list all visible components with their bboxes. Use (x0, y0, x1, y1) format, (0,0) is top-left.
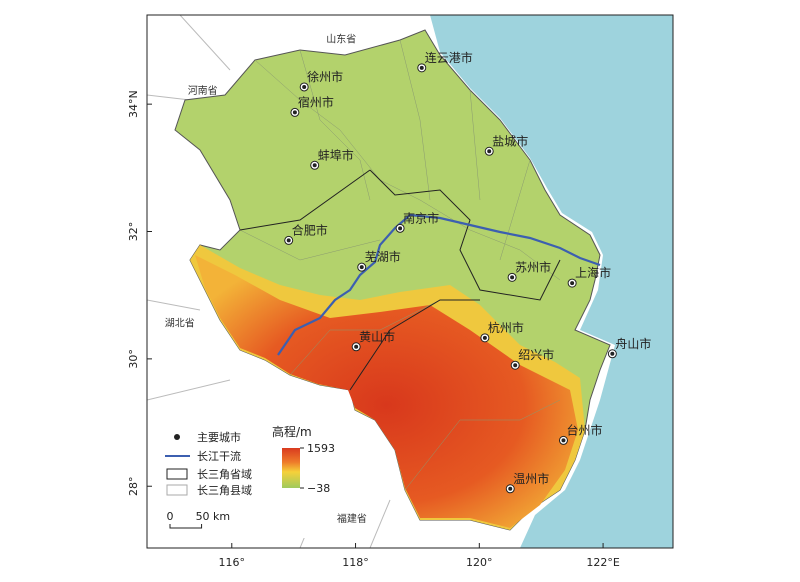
city-marker-dot (292, 110, 297, 115)
x-tick-label: 116° (219, 556, 246, 569)
city-marker-dot (510, 275, 515, 280)
city-label: 舟山市 (615, 336, 651, 351)
y-tick-label: 30° (127, 349, 140, 369)
province-borders (239, 169, 561, 391)
map-body (147, 15, 673, 548)
province-label: 山东省 (326, 32, 356, 45)
city-marker-dot (570, 281, 575, 286)
city-label: 绍兴市 (518, 347, 554, 362)
city-marker-dot (610, 351, 615, 356)
city-marker-dot (419, 65, 424, 70)
city-marker-dot (482, 335, 487, 340)
city-label: 南京市 (403, 210, 439, 225)
scale-label: 0 (167, 510, 174, 523)
legend-label: 长三角县域 (197, 484, 252, 497)
city-label: 蚌埠市 (318, 147, 354, 162)
scale-label: 50 km (196, 510, 231, 523)
city-marker-dot (561, 438, 566, 443)
y-tick-label: 34°N (127, 90, 140, 118)
city-marker-dot (398, 226, 403, 231)
x-tick-label: 118° (342, 556, 369, 569)
mountains (195, 255, 578, 528)
x-tick-label: 122°E (586, 556, 619, 569)
city-label: 芜湖市 (365, 249, 401, 264)
y-tick-label: 28° (127, 476, 140, 496)
y-tick-label: 32° (127, 222, 140, 242)
county-borders (239, 39, 561, 491)
city-label: 苏州市 (515, 259, 551, 274)
legend-county-symbol (166, 484, 188, 496)
legend: 主要城市 长江干流 长三角省域 长三角县域 高程/m (158, 418, 328, 538)
city-label: 徐州市 (307, 69, 343, 84)
city-label: 连云港市 (425, 50, 473, 65)
city-marker-dot (508, 486, 513, 491)
yangtze-river (277, 213, 601, 356)
city-marker-dot (302, 84, 307, 89)
city-marker-dot (513, 363, 518, 368)
province-label: 河南省 (188, 84, 218, 97)
city-label: 台州市 (566, 422, 602, 437)
legend-label: 主要城市 (197, 430, 241, 444)
elevation-colorbar (282, 448, 300, 488)
colorbar-label: 1593 (307, 442, 335, 455)
map-frame (146, 14, 674, 549)
legend-province-symbol (166, 468, 188, 480)
city-marker-dot (359, 265, 364, 270)
scale-bar (169, 524, 203, 529)
city-label: 黄山市 (359, 329, 395, 344)
city-label: 上海市 (575, 265, 611, 280)
city-marker-dot (286, 238, 291, 243)
sea (430, 15, 673, 548)
city-label: 杭州市 (488, 320, 524, 335)
city-label: 合肥市 (292, 222, 328, 237)
city-marker-dot (487, 149, 492, 154)
city-marker-dot (354, 344, 359, 349)
province-label: 福建省 (337, 512, 367, 525)
legend-city-symbol (174, 434, 180, 440)
city-label: 温州市 (513, 471, 549, 486)
legend-label: 长三角省域 (197, 468, 252, 481)
city-marker-dot (312, 163, 317, 168)
colorbar-label: −38 (307, 482, 330, 495)
elevation-title: 高程/m (272, 424, 312, 439)
city-label: 宿州市 (298, 94, 334, 109)
city-label: 盐城市 (492, 133, 528, 148)
x-tick-label: 120° (466, 556, 493, 569)
legend-label: 长江干流 (197, 449, 241, 463)
province-label: 湖北省 (165, 316, 195, 329)
